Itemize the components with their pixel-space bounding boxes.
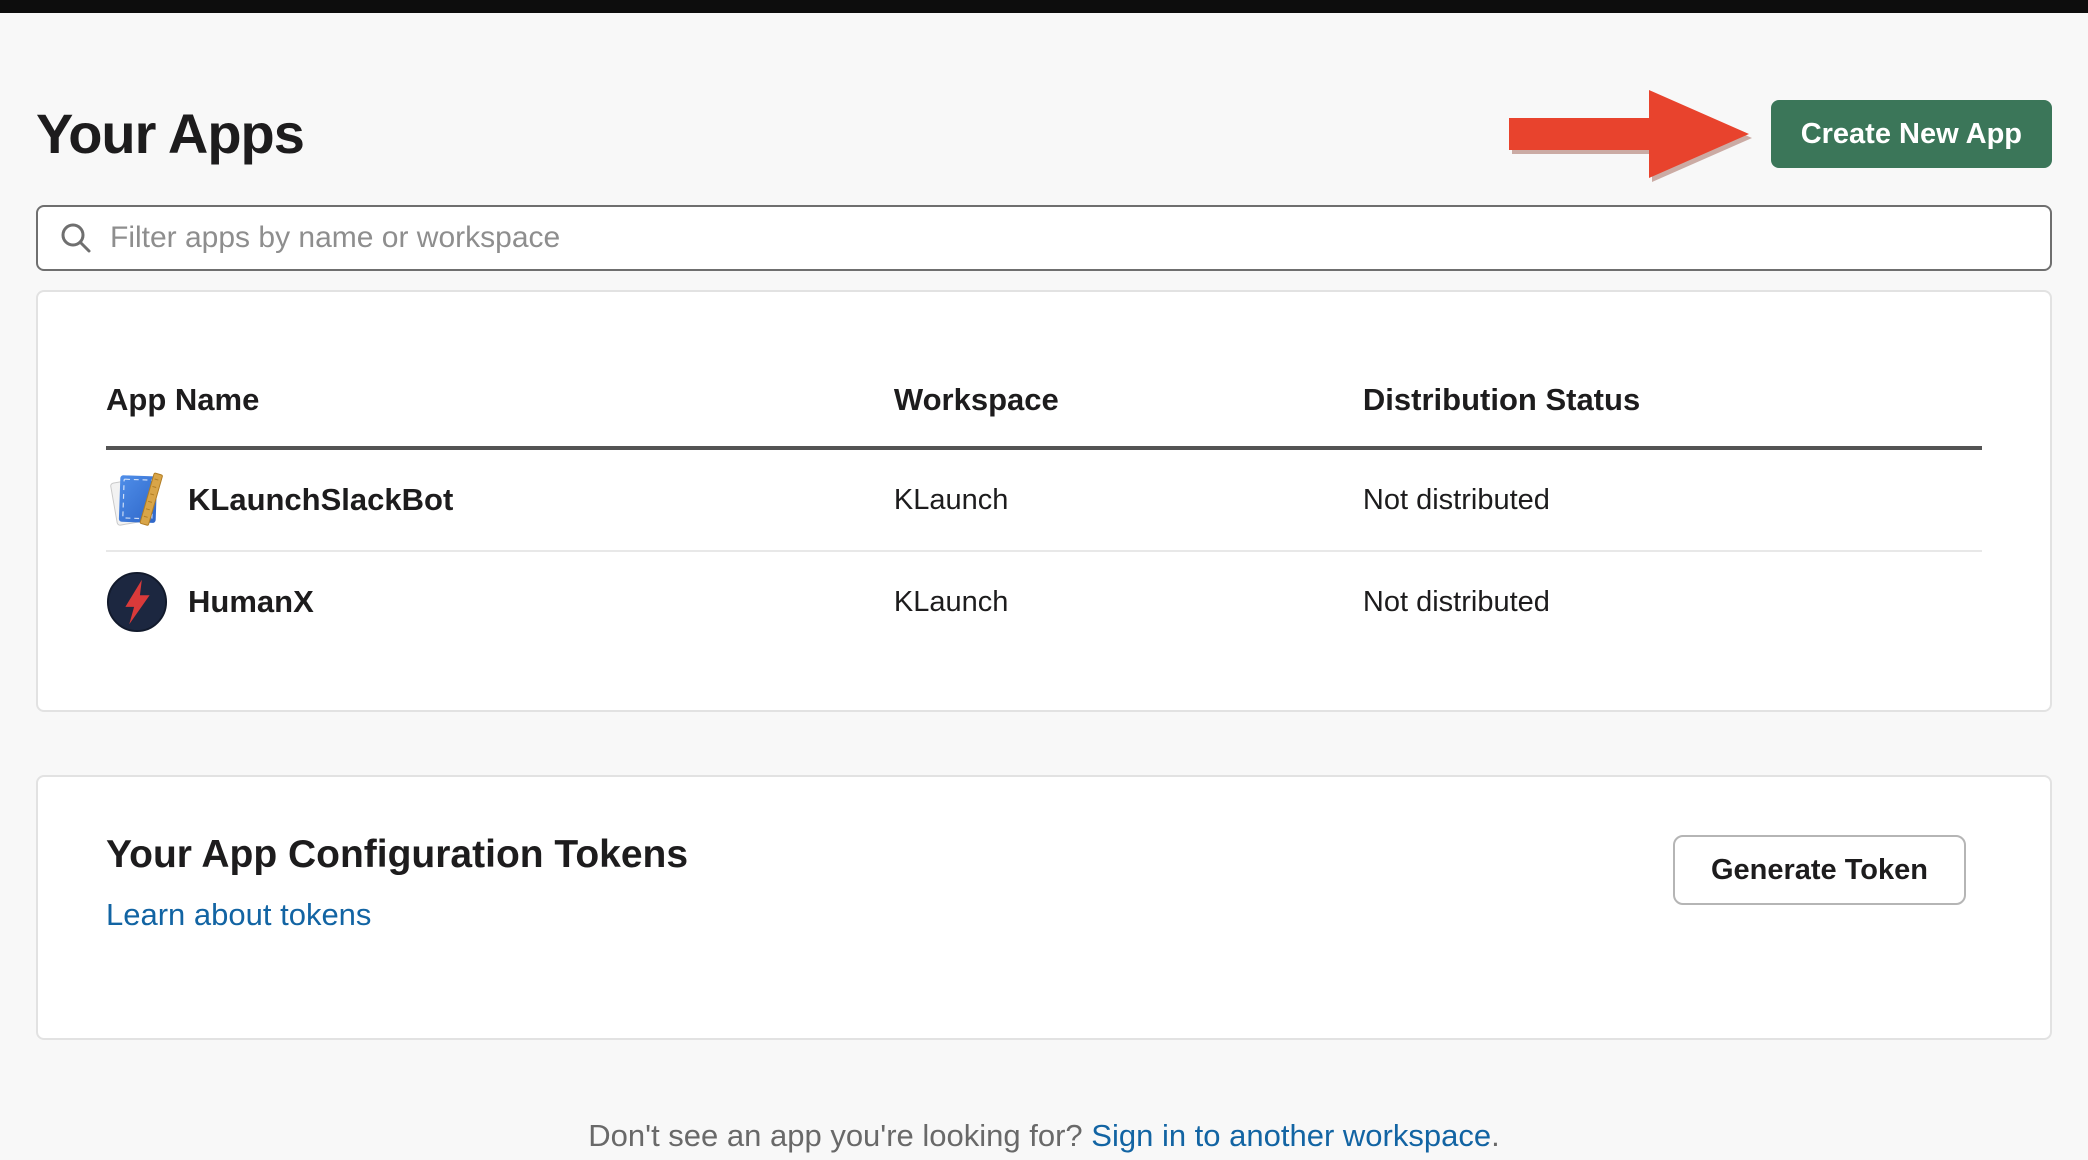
tokens-card-text: Your App Configuration Tokens Learn abou… [106, 833, 688, 933]
header-actions: Create New App [1508, 84, 2052, 184]
page-header: Your Apps Create New App [36, 90, 2052, 178]
status-cell: Not distributed [1362, 448, 1982, 552]
status-cell: Not distributed [1362, 585, 1550, 618]
apps-list-card: App Name Workspace Distribution Status [36, 290, 2052, 712]
table-row[interactable]: KLaunchSlackBot KLaunch Not distributed [106, 448, 1982, 552]
apps-table-header-row: App Name Workspace Distribution Status [106, 292, 1982, 450]
filter-apps-input[interactable] [108, 220, 2030, 256]
search-icon [61, 223, 91, 253]
page-title: Your Apps [36, 102, 305, 165]
footer-text: Don't see an app you're looking for? [588, 1118, 1092, 1153]
column-header-distribution-status: Distribution Status [1362, 292, 1982, 450]
annotation-arrow-icon [1508, 90, 1749, 178]
column-header-workspace: Workspace [893, 292, 1363, 450]
blue-book-app-icon [110, 472, 163, 526]
app-cell: HumanX [106, 571, 894, 633]
apps-table: App Name Workspace Distribution Status [106, 292, 1982, 652]
table-row[interactable]: HumanX KLaunch Not distributed [106, 551, 1982, 652]
sign-in-another-workspace-link[interactable]: Sign in to another workspace [1091, 1118, 1492, 1153]
app-name-link[interactable]: KLaunchSlackBot [188, 482, 454, 517]
app-cell: KLaunchSlackBot [106, 469, 894, 531]
generate-token-button[interactable]: Generate Token [1672, 835, 1966, 905]
top-border-bar [0, 0, 2088, 13]
app-configuration-tokens-card: Your App Configuration Tokens Learn abou… [36, 775, 2052, 1040]
app-name-link[interactable]: HumanX [188, 584, 314, 619]
page-container: Your Apps Create New App App Name Worksp… [0, 90, 2088, 1154]
tokens-heading: Your App Configuration Tokens [106, 833, 689, 876]
workspace-cell: KLaunch [893, 448, 1363, 552]
learn-about-tokens-link[interactable]: Learn about tokens [106, 897, 372, 932]
footer: Don't see an app you're looking for? Sig… [36, 1118, 2052, 1154]
footer-suffix: . [1491, 1118, 1500, 1153]
filter-apps-field[interactable] [36, 205, 2052, 271]
column-header-app-name: App Name [106, 292, 894, 450]
red-lightning-app-icon [106, 571, 168, 633]
workspace-cell: KLaunch [893, 585, 1009, 618]
create-new-app-button[interactable]: Create New App [1770, 100, 2052, 168]
